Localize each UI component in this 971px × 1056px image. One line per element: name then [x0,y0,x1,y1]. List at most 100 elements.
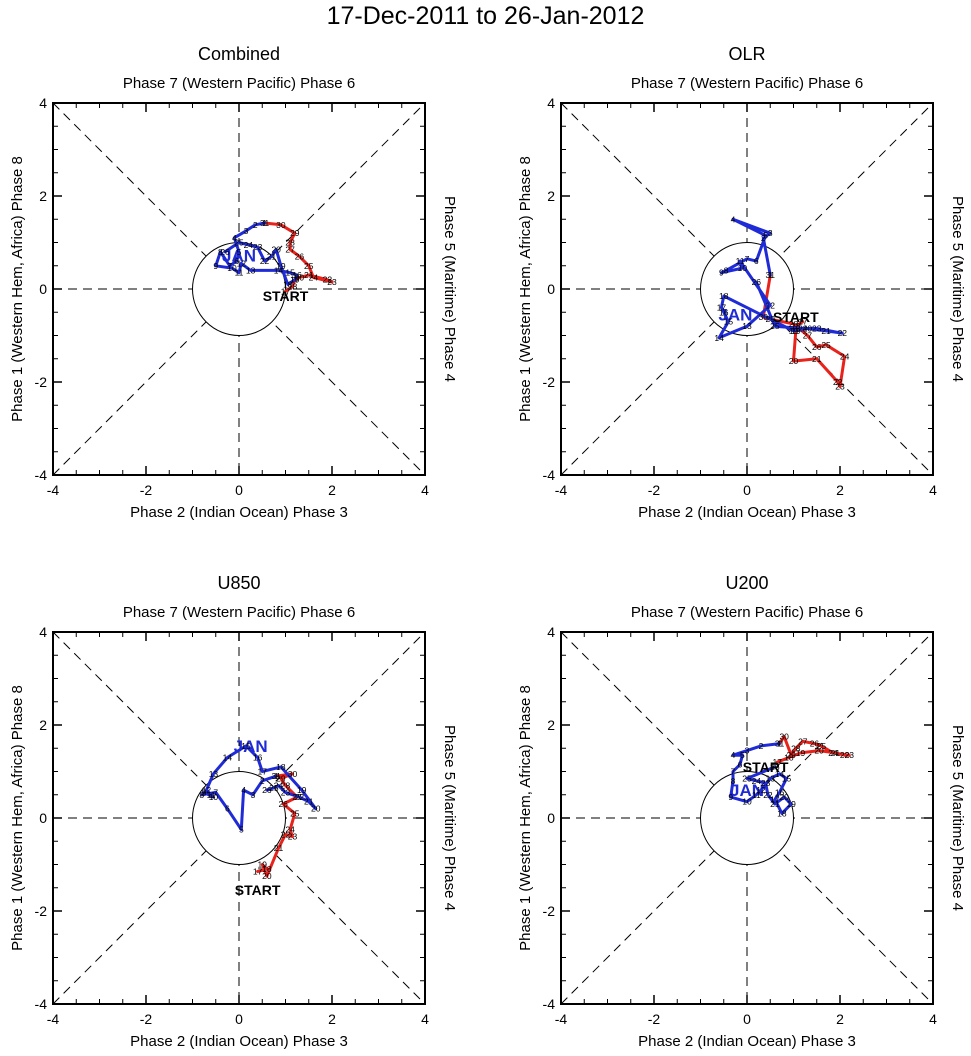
day-label: 1 [777,739,782,749]
day-label: 5 [740,750,745,760]
day-label: 17 [281,286,291,296]
x-tick-label: -2 [140,482,153,498]
day-label: 28 [285,238,295,248]
start-label: START [263,288,309,304]
y-tick-label: -2 [543,374,556,390]
top-phase-label: Phase 7 (Western Pacific) Phase 6 [631,75,863,92]
day-label: 15 [285,268,295,278]
day-label: 11 [207,790,216,800]
phase-panel-combined: Combined Phase 7 (Western Pacific) Phase … [9,44,458,521]
day-label: 15 [782,773,792,783]
x-tick-label: -4 [555,1011,568,1027]
x-tick-label: 4 [929,482,937,498]
day-label: 25 [742,773,752,783]
phase-panel-u200: U200 Phase 7 (Western Pacific) Phase 6 Pha… [517,573,966,1050]
day-label: 19 [796,748,806,758]
day-label: 15 [241,741,251,751]
day-label: 26 [770,762,780,772]
day-label: 13 [246,265,256,275]
day-label: 8 [724,265,729,275]
day-label: 14 [274,265,284,275]
panel-title: U850 [217,573,260,593]
day-label: 26 [220,247,230,257]
day-label: 8 [199,790,204,800]
day-label: 19 [290,275,300,285]
day-label: 1 [262,218,267,228]
right-phase-label: Phase 5 (Maritime) Phase 4 [949,725,966,911]
day-label: 17 [772,757,782,767]
day-label: 1 [274,771,279,781]
day-label: 21 [770,799,780,809]
day-label: 20 [295,272,305,282]
day-label: 20 [271,244,281,254]
bottom-phase-label: Phase 2 (Indian Ocean) Phase 3 [638,1033,856,1050]
day-label: 22 [763,790,773,800]
day-label: 7 [745,254,750,264]
unit-circle [700,771,794,865]
day-label: 22 [295,792,305,802]
day-label: 10 [227,263,237,273]
day-label: 31 [766,270,776,280]
day-label: 3 [251,790,256,800]
day-label: 5 [763,231,768,241]
day-label: 18 [276,762,286,772]
day-label: 30 [779,732,789,742]
month-label-jan: JAN [234,737,268,756]
series-line-jan [729,742,793,815]
y-tick-label: 0 [547,281,555,297]
right-phase-label: Phase 5 (Maritime) Phase 4 [949,196,966,382]
day-label: 8 [218,247,223,257]
y-tick-label: 2 [547,188,555,204]
series-line-jan [717,217,844,340]
day-label: 24 [752,776,762,786]
right-phase-label: Phase 5 (Maritime) Phase 4 [441,196,458,382]
x-tick-label: -4 [47,1011,60,1027]
day-label: 23 [761,778,771,788]
day-label: 15 [724,317,734,327]
start-label: START [743,759,789,775]
day-label: 13 [766,773,776,783]
day-label: 18 [288,282,298,292]
day-label: 19 [258,860,268,870]
day-label: 21 [304,270,314,280]
day-label: 27 [285,244,295,254]
day-label: 26 [752,277,762,287]
day-label: 28 [789,319,799,329]
day-label: 22 [281,829,291,839]
day-label: 17 [253,866,263,876]
x-tick-label: 2 [328,1011,336,1027]
day-label: 25 [269,783,279,793]
day-label: 17 [290,275,300,285]
start-label: START [773,309,819,325]
x-tick-label: 0 [235,1011,243,1027]
x-tick-label: 2 [328,482,336,498]
top-phase-label: Phase 7 (Western Pacific) Phase 6 [123,75,355,92]
day-label: 22 [833,377,843,387]
day-label: 16 [292,270,302,280]
y-tick-label: -4 [543,996,556,1012]
day-label: 29 [766,314,776,324]
day-label: 8 [731,776,736,786]
day-label: 21 [821,326,831,336]
day-label: 17 [770,794,780,804]
day-label: 20 [779,792,789,802]
x-tick-label: 0 [235,482,243,498]
series-line-jan [200,744,318,832]
day-label: 29 [786,750,796,760]
day-label: 14 [223,753,233,763]
day-label: 23 [845,750,855,760]
series-line-dec [775,735,851,764]
day-label: 3 [745,746,750,756]
day-label: 25 [817,741,827,751]
x-tick-label: -2 [648,482,661,498]
day-label: 4 [232,233,237,243]
day-label: 24 [244,240,254,250]
day-label: 21 [304,797,314,807]
left-phase-label: Phase 1 (Western Hem, Africa) Phase 8 [9,685,26,951]
top-phase-label: Phase 7 (Western Pacific) Phase 6 [123,604,355,621]
day-label: 4 [731,214,736,224]
day-label: 9 [719,268,724,278]
day-label: 6 [225,804,230,814]
x-tick-label: -4 [555,482,568,498]
day-label: 22 [323,275,333,285]
